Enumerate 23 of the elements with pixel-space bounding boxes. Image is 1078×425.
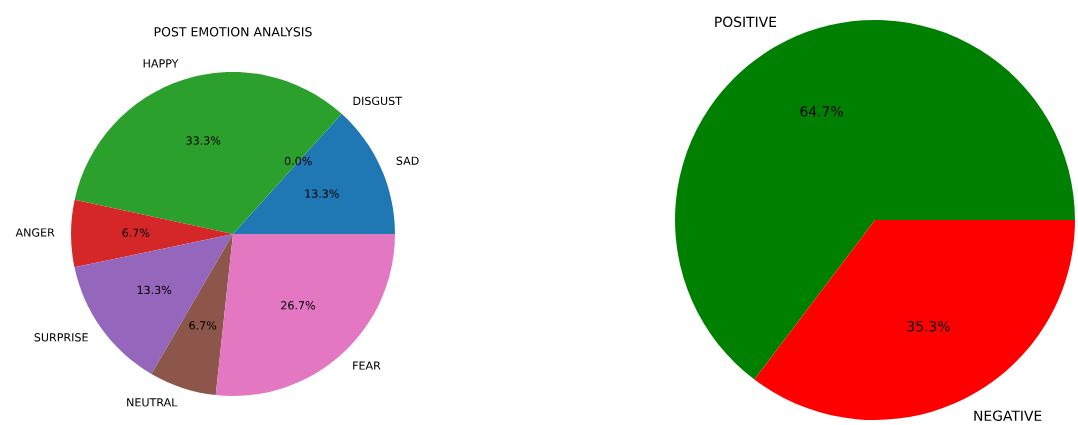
- pie-slice: [71, 199, 233, 268]
- slice-label: NEGATIVE: [974, 410, 1042, 421]
- slice-label: ANGER: [15, 228, 55, 237]
- data-label: 6.7%: [189, 321, 217, 330]
- slice-label: FEAR: [353, 361, 381, 370]
- slice-label: SURPRISE: [34, 333, 88, 342]
- text: 0.0%: [284, 156, 312, 166]
- slice-label: POSITIVE: [715, 16, 777, 28]
- data-label: 13.3%: [305, 189, 339, 198]
- slice-label: SAD: [396, 156, 419, 165]
- data-label: 13.3%: [137, 285, 172, 295]
- pie-slice: [233, 113, 395, 234]
- slice-label: HAPPY: [143, 59, 179, 68]
- chart-title: POST EMOTION ANALYSIS: [154, 27, 312, 37]
- slice-label: NEUTRAL: [127, 398, 178, 407]
- pie-slice: [215, 234, 395, 396]
- pie-slice: [754, 220, 1075, 420]
- data-label: 64.7%: [800, 106, 843, 117]
- category-label: DISGUST: [353, 96, 403, 106]
- data-label: 6.7%: [122, 228, 150, 237]
- data-label: 35.3%: [907, 320, 950, 332]
- data-label: 26.7%: [281, 301, 315, 310]
- data-label: 33.3%: [186, 136, 221, 145]
